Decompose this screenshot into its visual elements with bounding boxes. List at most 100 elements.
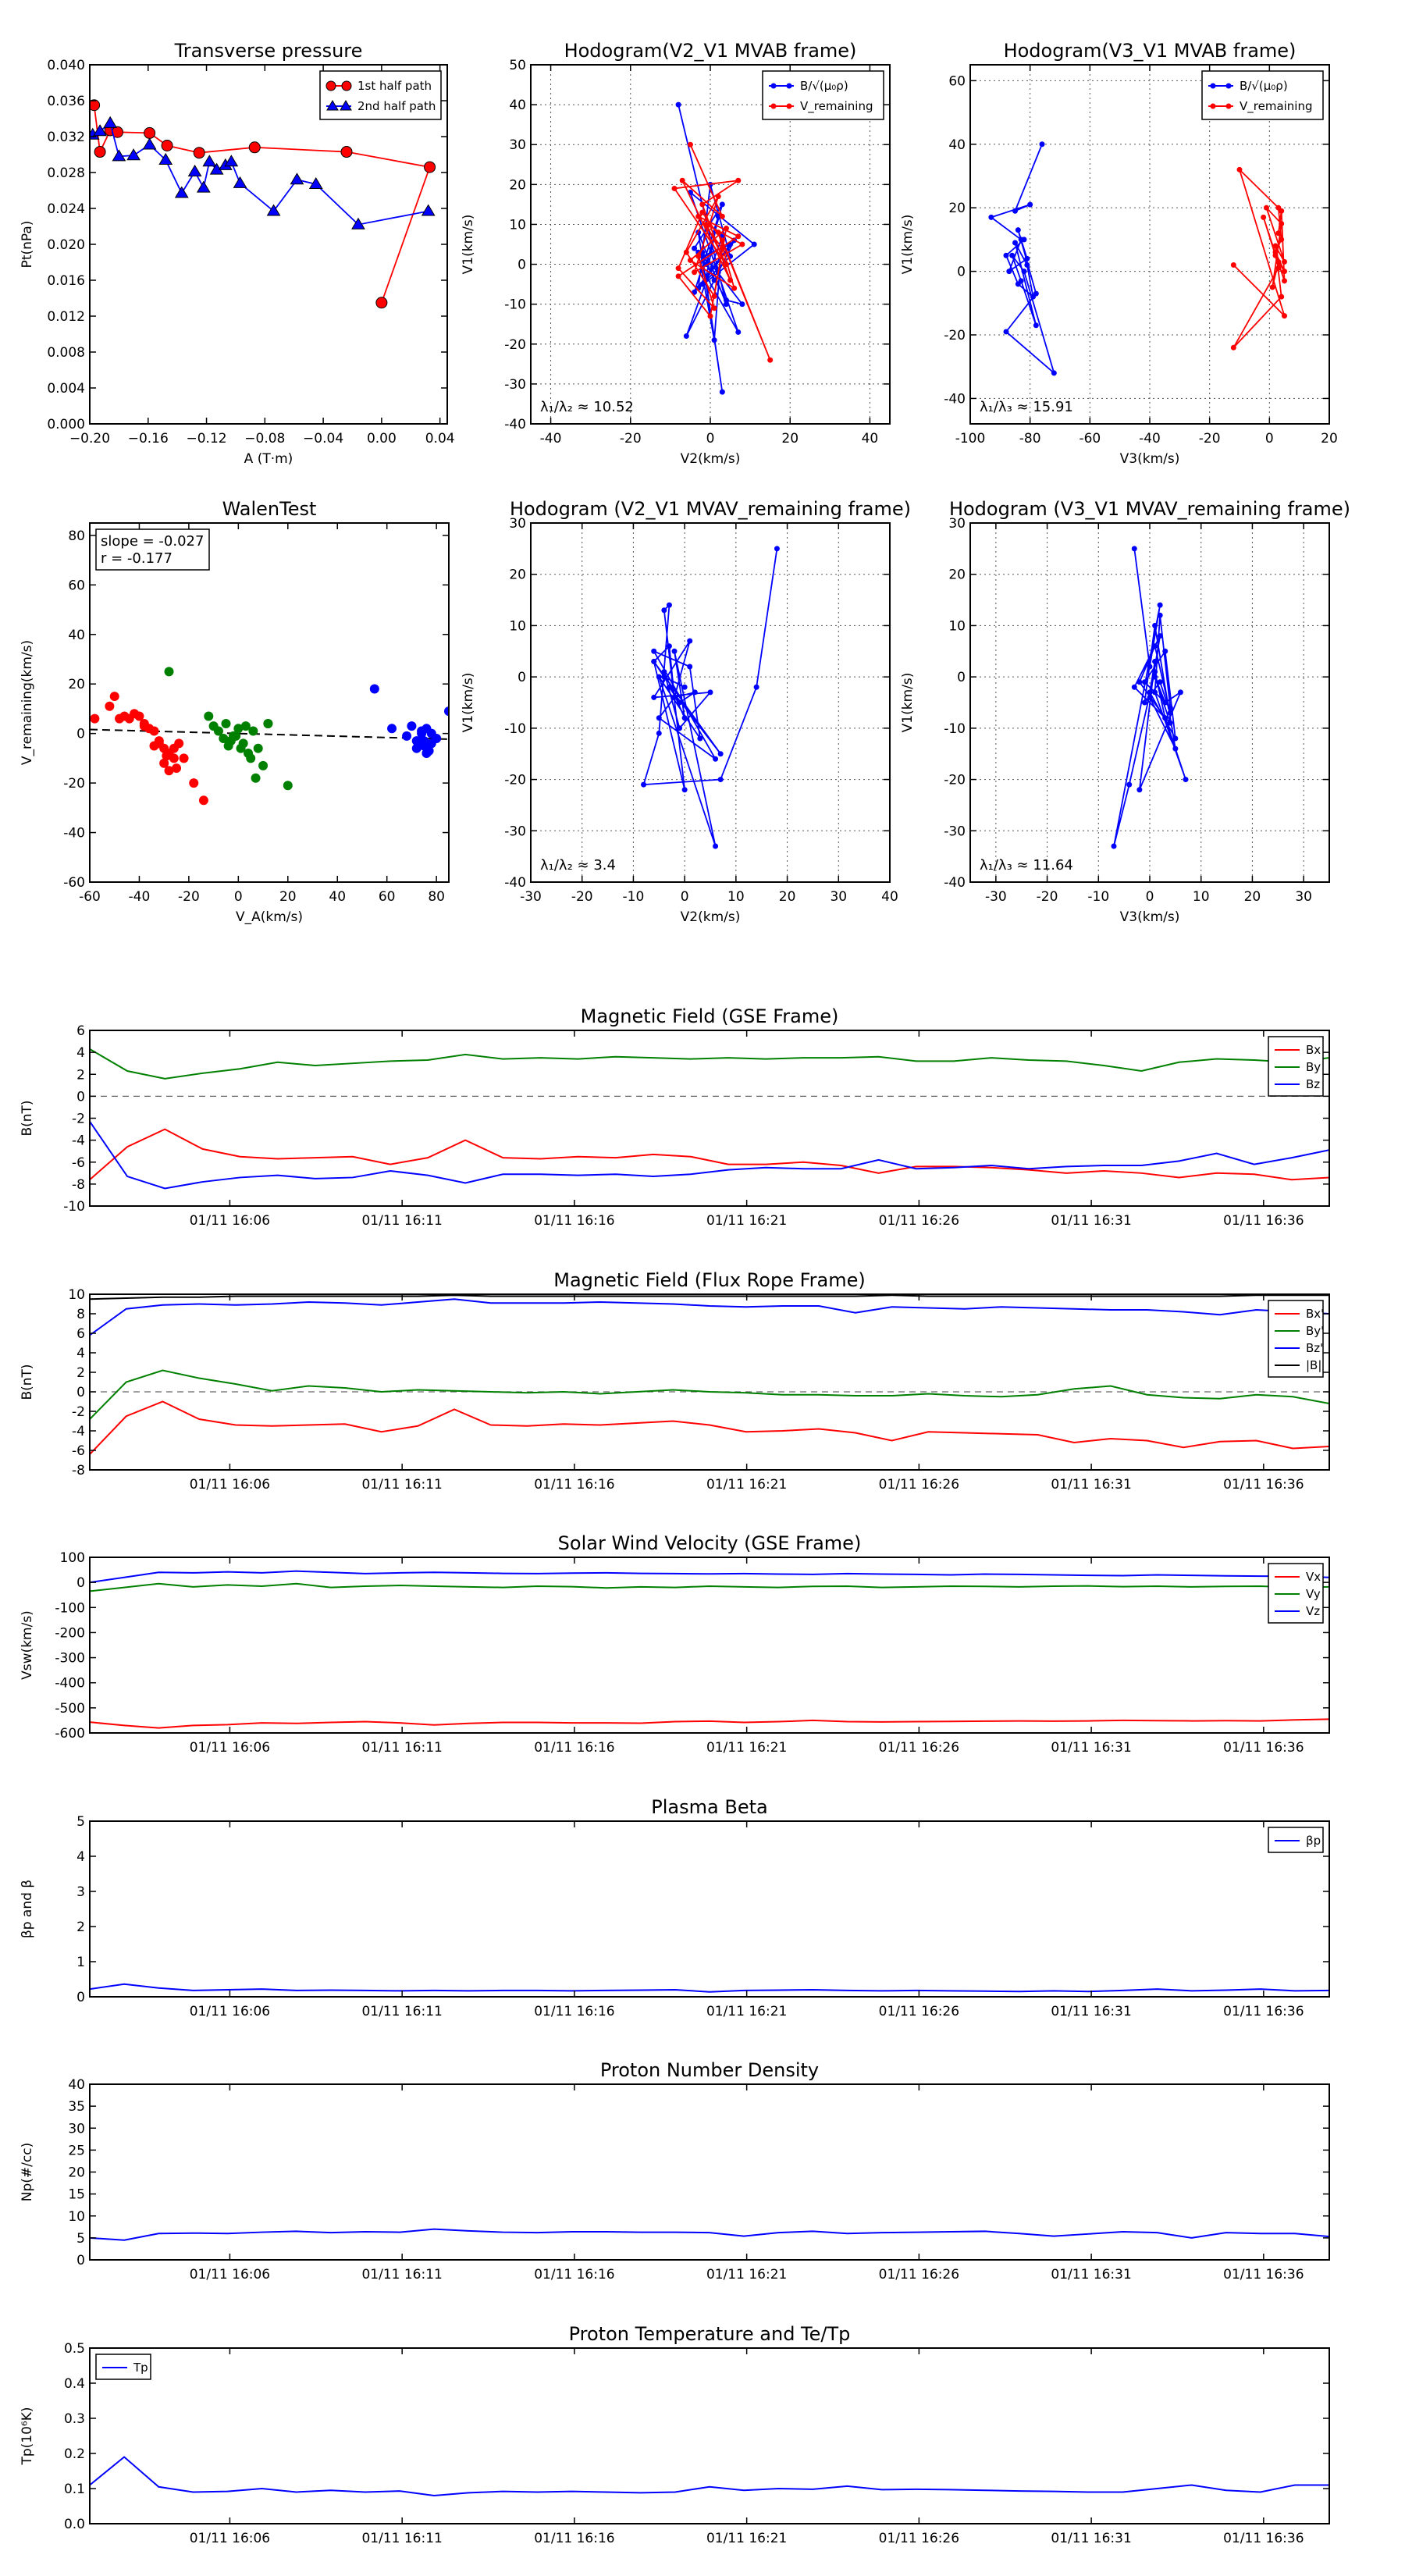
x-tick-label: 01/11 16:26 [879, 2531, 959, 2546]
x-tick-label: −0.16 [128, 431, 169, 447]
y-tick-label: -40 [944, 875, 966, 891]
data-point [687, 141, 693, 148]
chart-bfr: -8 -6 -4 -2 0 2 4 6 8 10 01/11 16:06 01/11 16:11 01/… [20, 1269, 1330, 1493]
y-tick-label: -30 [944, 824, 966, 839]
data-point [1152, 658, 1158, 664]
y-tick-label: 6 [76, 1326, 85, 1342]
data-point [90, 713, 100, 724]
y-tick-label: -4 [72, 1133, 85, 1149]
data-point [1167, 710, 1173, 716]
plot-frame [89, 2083, 1330, 2261]
y-tick-label: -40 [504, 875, 526, 891]
data-point [656, 730, 662, 736]
data-point [661, 607, 667, 614]
x-tick-label: -20 [1199, 431, 1221, 447]
chart-h31: -40 -20 0 20 40 60 -100 -80 -60 -40 -20 0 20 Hodogram… [900, 40, 1338, 467]
y-tick-label: 30 [68, 2121, 85, 2137]
y-tick-label: -6 [72, 1443, 85, 1459]
data-point [707, 313, 713, 319]
data-point [1136, 679, 1143, 685]
y-tick-label: 0.032 [47, 130, 85, 145]
legend-label: βp [1306, 1834, 1321, 1848]
data-point [774, 546, 780, 552]
data-point [105, 701, 115, 711]
data-point [695, 253, 702, 259]
x-tick-label: -30 [985, 889, 1007, 905]
y-tick-label: -20 [504, 773, 526, 788]
data-point [677, 699, 683, 706]
data-point [1162, 648, 1168, 654]
x-tick-label: 01/11 16:36 [1223, 2267, 1304, 2282]
y-tick-label: 4 [76, 1045, 85, 1061]
plot-frame [89, 1820, 1330, 1998]
y-tick-label: 40 [948, 137, 966, 153]
data-point [1003, 252, 1009, 258]
x-tick-label: -40 [1139, 431, 1161, 447]
series-|B| [90, 1294, 1329, 1300]
y-tick-label: -10 [63, 1199, 85, 1215]
y-tick-label: -400 [55, 1676, 85, 1692]
series-red [90, 692, 208, 806]
y-tick-label: -40 [63, 826, 85, 841]
data-point [1167, 720, 1173, 726]
x-tick-label: 01/11 16:26 [879, 1477, 959, 1493]
y-tick-label: -8 [72, 1463, 85, 1478]
y-axis-label: Np(#/cc) [20, 2143, 35, 2201]
data-point [134, 711, 144, 721]
y-tick-label: 0 [76, 2253, 85, 2268]
x-tick-label: 01/11 16:31 [1051, 1477, 1131, 1493]
x-tick-label: -40 [129, 889, 151, 905]
chart-title: Transverse pressure [174, 40, 363, 62]
y-tick-label: -40 [944, 391, 966, 407]
legend: Vx Vy Vz [1268, 1563, 1324, 1624]
data-point [1039, 141, 1045, 148]
x-tick-label: 01/11 16:06 [190, 1740, 270, 1756]
y-tick-label: 0.5 [64, 2341, 85, 2357]
data-point [407, 721, 417, 731]
data-point [681, 684, 688, 690]
x-tick-label: −0.08 [244, 431, 285, 447]
series-line [90, 1570, 1329, 1584]
series-2nd half path [90, 116, 436, 229]
data-point [193, 147, 205, 159]
y-tick-label: 4 [76, 1849, 85, 1865]
data-point [340, 146, 353, 158]
plot-frame [89, 1293, 1330, 1471]
y-tick-label: -40 [504, 417, 526, 432]
legend-marker [1210, 103, 1216, 109]
data-point [675, 265, 681, 272]
data-point [695, 213, 702, 219]
chart-pt: 0.000 0.004 0.008 0.012 0.016 0.020 0.024 0.028… [20, 40, 455, 467]
x-tick-label: −0.12 [186, 431, 226, 447]
data-point [1162, 715, 1168, 721]
series-line [90, 1400, 1329, 1455]
y-tick-label: 0.2 [64, 2446, 85, 2462]
fit-stats-box [95, 528, 210, 571]
y-tick-label: 6 [76, 1023, 85, 1039]
x-tick-label: 01/11 16:21 [706, 2004, 787, 2019]
y-tick-label: 0.036 [47, 94, 85, 109]
y-tick-label: 0.016 [47, 273, 85, 289]
y-tick-label: -20 [944, 773, 966, 788]
x-axis-label: V2(km/s) [681, 909, 741, 925]
x-tick-label: 30 [1295, 889, 1312, 905]
data-point [1147, 664, 1153, 670]
data-point [172, 763, 182, 774]
data-point [164, 667, 174, 677]
data-point [424, 161, 436, 173]
x-tick-label: 0 [706, 431, 715, 447]
legend-label: V_remaining [800, 99, 873, 114]
x-tick-label: 01/11 16:21 [706, 1213, 787, 1229]
x-tick-label: 20 [779, 889, 796, 905]
y-tick-label: -20 [504, 337, 526, 353]
legend-label: Bx' [1306, 1307, 1324, 1321]
y-tick-label: 20 [948, 201, 966, 216]
series-line [90, 1718, 1329, 1729]
x-tick-label: 20 [279, 889, 297, 905]
y-tick-label: 10 [509, 217, 526, 233]
legend: B/√(μ₀ρ) V_remaining [1201, 70, 1324, 120]
y-tick-label: 2 [76, 1067, 85, 1083]
